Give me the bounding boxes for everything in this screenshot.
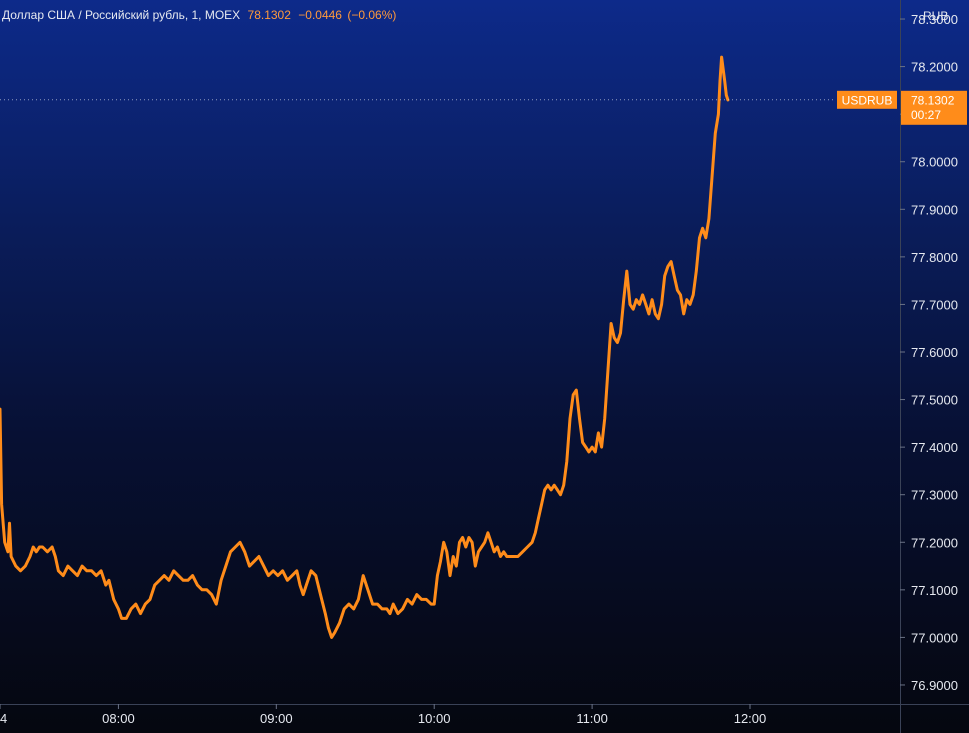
series-name-badge [837, 90, 897, 109]
y-tick-label: 77.9000 [911, 202, 958, 217]
last-price-countdown: 00:27 [911, 108, 941, 122]
price-change: −0.0446 [298, 8, 342, 22]
series-name-label: USDRUB [842, 93, 893, 107]
last-price-badge [901, 90, 967, 125]
y-tick-label: 77.5000 [911, 393, 958, 408]
y-tick-label: 77.4000 [911, 440, 958, 455]
y-tick-label: 78.2000 [911, 60, 958, 75]
currency-label: RUB [923, 9, 948, 23]
last-price-value: 78.1302 [911, 93, 955, 107]
y-tick-label: 78.3000 [911, 12, 958, 27]
y-tick-label: 76.9000 [911, 678, 958, 693]
y-tick-label: 77.6000 [911, 345, 958, 360]
y-tick-label: 77.1000 [911, 583, 958, 598]
y-tick-label: 77.0000 [911, 630, 958, 645]
price-change-pct: (−0.06%) [347, 8, 397, 22]
y-tick-label: 77.2000 [911, 535, 958, 550]
x-tick-label: 12:00 [734, 711, 767, 726]
y-tick-label: 77.8000 [911, 250, 958, 265]
symbol-title: Доллар США / Российский рубль, 1, MOEX [2, 8, 241, 22]
chart-legend: Доллар США / Российский рубль, 1, MOEX 7… [2, 8, 396, 22]
series-line-usdrub [0, 55, 730, 639]
last-price: 78.1302 [247, 8, 291, 22]
x-tick-label: 10:00 [418, 711, 451, 726]
y-tick-label: 77.7000 [911, 297, 958, 312]
x-tick-label: 4 [0, 711, 7, 726]
x-tick-label: 09:00 [260, 711, 293, 726]
y-tick-label: 77.3000 [911, 488, 958, 503]
y-tick-label: 78.0000 [911, 155, 958, 170]
x-tick-label: 08:00 [102, 711, 135, 726]
x-tick-label: 11:00 [576, 711, 608, 726]
